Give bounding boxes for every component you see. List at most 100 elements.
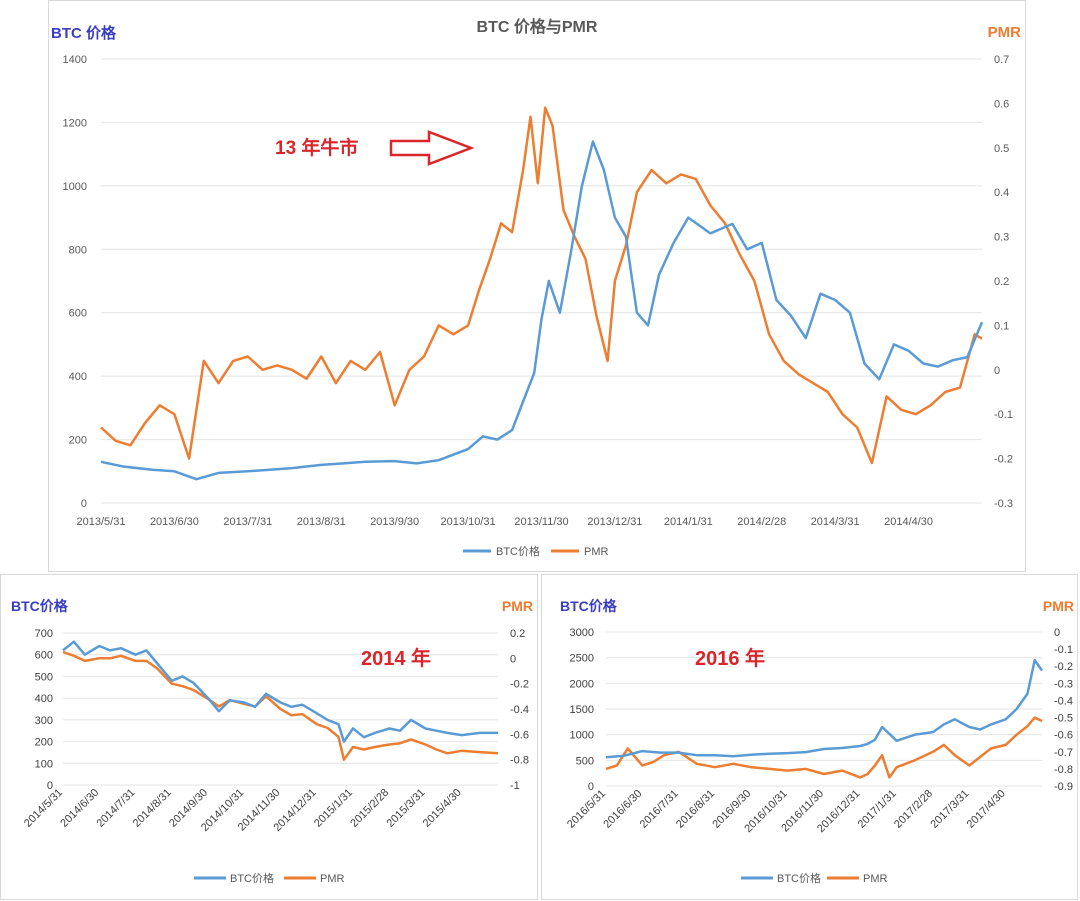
y-tick-left: 1500 xyxy=(570,704,594,716)
legend-label-btc: BTC价格 xyxy=(230,871,274,885)
y-tick-right: -0.6 xyxy=(1054,730,1073,742)
y-tick-left: 1400 xyxy=(63,54,87,66)
x-tick: 2014/1/31 xyxy=(664,516,713,528)
bull-market-annotation: 13 年牛市 xyxy=(275,136,358,159)
y-tick-left: 3000 xyxy=(570,627,594,639)
y-tick-right: -0.5 xyxy=(1054,713,1073,725)
y-tick-right: -0.2 xyxy=(1054,661,1073,673)
x-ticks: 2013/5/31 2013/6/30 2013/7/31 2013/8/31 2013… xyxy=(77,516,934,528)
x-tick: 2013/6/30 xyxy=(150,516,199,528)
chart-title: BTC 价格与PMR xyxy=(477,17,598,36)
y-tick-right: -0.2 xyxy=(510,679,529,691)
btc-price-line xyxy=(605,658,1044,759)
legend: BTC价格 PMR xyxy=(194,871,345,885)
x-tick: 2016/7/31 xyxy=(638,788,681,831)
chart-panel-2016: BTC价格 PMR 0 500 1000 1500 2000 2500 3000 -0.9-… xyxy=(541,574,1078,900)
y-tick-right: 0.2 xyxy=(994,276,1009,288)
x-tick: 2017/3/31 xyxy=(928,788,971,831)
y-tick-left: 2000 xyxy=(570,678,594,690)
legend: BTC价格 PMR xyxy=(463,544,609,558)
y-tick-left: 300 xyxy=(35,715,53,727)
left-axis-title: BTC 价格 xyxy=(51,24,117,42)
arrow-right-icon xyxy=(389,130,475,166)
x-tick: 2014/3/31 xyxy=(811,516,860,528)
y-tick-left: 2500 xyxy=(570,653,594,665)
x-tick: 2014/2/28 xyxy=(737,516,786,528)
y-tick-left: 100 xyxy=(35,758,53,770)
y-tick-left: 1000 xyxy=(63,181,87,193)
y-tick-right: -0.3 xyxy=(1054,678,1073,690)
x-tick: 2016/5/31 xyxy=(565,788,608,831)
btc-price-line xyxy=(62,640,498,743)
x-tick: 2013/11/30 xyxy=(514,516,568,528)
legend-label-pmr: PMR xyxy=(584,546,609,558)
y-tick-left: 0 xyxy=(588,781,594,793)
y-tick-right: -0.2 xyxy=(994,454,1013,466)
y-tick-left: 0 xyxy=(47,780,53,792)
right-y-ticks: -0.3 -0.2 -0.1 0 0.1 0.2 0.3 0.4 0.5 0.6 0.7 xyxy=(994,54,1013,510)
chart-panel-2014: BTC价格 PMR 0 100 200 300 400 500 600 700 -1 -0.8-… xyxy=(0,574,538,900)
chart-main-svg: BTC 价格与PMR BTC 价格 PMR 0 200 400 600 800 1000 1… xyxy=(51,17,1022,558)
x-tick: 2016/8/31 xyxy=(674,788,717,831)
x-tick: 2013/10/31 xyxy=(441,516,496,528)
y-tick-right: 0.2 xyxy=(510,628,525,640)
gridlines xyxy=(101,58,982,504)
x-tick: 2014/4/30 xyxy=(884,516,933,528)
y-tick-right: -0.3 xyxy=(994,498,1013,510)
y-tick-right: 0 xyxy=(1054,627,1060,639)
x-tick: 2016/6/30 xyxy=(601,788,644,831)
right-y-ticks: -1 -0.8 -0.6 -0.4 -0.2 0 0.2 xyxy=(510,628,529,792)
series-lines xyxy=(62,640,499,761)
right-axis-title: PMR xyxy=(502,598,533,614)
series-lines xyxy=(605,658,1044,779)
x-tick: 2013/12/31 xyxy=(587,516,642,528)
series-lines xyxy=(100,106,984,481)
y-tick-left: 0 xyxy=(81,498,87,510)
y-tick-left: 500 xyxy=(35,671,53,683)
right-axis-title: PMR xyxy=(988,24,1022,41)
y-tick-right: 0.7 xyxy=(994,54,1009,66)
y-tick-right: -0.6 xyxy=(510,729,529,741)
x-tick: 2013/7/31 xyxy=(223,516,272,528)
y-tick-left: 600 xyxy=(35,650,53,662)
x-ticks: 2014/5/312014/6/302014/7/312014/8/312014… xyxy=(22,787,464,834)
legend: BTC价格 PMR xyxy=(741,871,888,885)
x-tick: 2017/4/30 xyxy=(965,788,1008,831)
chart-panel-main: BTC 价格与PMR BTC 价格 PMR 0 200 400 600 800 1000 1… xyxy=(48,0,1026,572)
year-annotation: 2014 年 xyxy=(361,646,431,670)
right-axis-title: PMR xyxy=(1043,598,1074,614)
y-tick-right: -0.4 xyxy=(1054,695,1073,707)
gridlines xyxy=(606,631,1042,787)
y-tick-right: 0.1 xyxy=(994,320,1009,332)
y-tick-right: -1 xyxy=(510,780,520,792)
legend-label-btc: BTC价格 xyxy=(777,871,821,885)
x-tick: 2015/3/31 xyxy=(385,787,428,830)
left-axis-title: BTC价格 xyxy=(11,598,69,614)
y-tick-right: -0.8 xyxy=(510,755,529,767)
legend-label-btc: BTC价格 xyxy=(496,544,540,558)
y-tick-left: 200 xyxy=(35,737,53,749)
y-tick-left: 400 xyxy=(69,371,87,383)
y-tick-right: 0.5 xyxy=(994,143,1009,155)
y-tick-left: 400 xyxy=(35,693,53,705)
y-tick-right: 0.3 xyxy=(994,232,1009,244)
legend-label-pmr: PMR xyxy=(863,873,888,885)
y-tick-right: -0.1 xyxy=(1054,644,1073,656)
y-tick-right: 0 xyxy=(994,365,1000,377)
y-tick-right: -0.8 xyxy=(1054,764,1073,776)
x-ticks: 2016/5/312016/6/302016/7/312016/8/312016… xyxy=(565,788,1008,835)
btc-price-line xyxy=(100,140,984,481)
y-tick-right: -0.9 xyxy=(1054,781,1073,793)
y-tick-left: 1000 xyxy=(570,730,594,742)
y-tick-right: 0 xyxy=(510,653,516,665)
x-tick: 2017/1/31 xyxy=(856,788,899,831)
y-tick-right: -0.4 xyxy=(510,704,529,716)
pmr-line xyxy=(100,106,983,465)
y-tick-right: 0.6 xyxy=(994,98,1009,110)
year-annotation: 2016 年 xyxy=(695,646,765,670)
left-y-ticks: 0 200 400 600 800 1000 1200 1400 xyxy=(63,54,87,510)
x-tick: 2013/8/31 xyxy=(297,516,346,528)
left-axis-title: BTC价格 xyxy=(560,598,618,614)
